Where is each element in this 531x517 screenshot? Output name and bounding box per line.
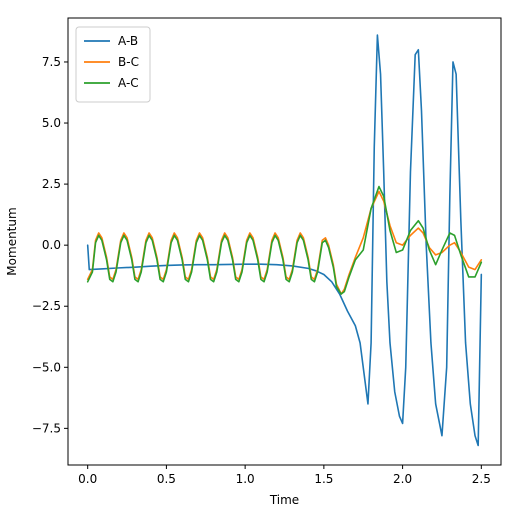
x-axis-ticks: 0.0 0.5 1.0 1.5 2.0 2.5: [78, 465, 491, 486]
y-tick-label: −5.0: [32, 360, 61, 374]
y-tick-label: 2.5: [42, 177, 61, 191]
x-axis-label: Time: [269, 493, 299, 507]
legend-entry-label: A-C: [118, 76, 139, 90]
x-tick-label: 0.0: [78, 472, 97, 486]
legend-entry-label: A-B: [118, 34, 138, 48]
legend-entry-label: B-C: [118, 55, 139, 69]
y-tick-label: −7.5: [32, 421, 61, 435]
x-tick-label: 2.5: [472, 472, 491, 486]
series-line-a-b: [86, 34, 483, 447]
y-tick-label: 7.5: [42, 55, 61, 69]
legend: A-B B-C A-C: [75, 26, 151, 103]
series-line-a-c: [86, 185, 483, 295]
plot-frame: [67, 17, 502, 466]
x-tick-label: 1.0: [236, 472, 255, 486]
y-axis-ticks: −7.5 −5.0 −2.5 0.0 2.5 5.0 7.5: [32, 55, 68, 435]
x-tick-label: 1.5: [314, 472, 333, 486]
y-tick-label: 0.0: [42, 238, 61, 252]
y-axis-label: Momentum: [5, 207, 19, 275]
x-tick-label: 2.0: [393, 472, 412, 486]
x-tick-label: 0.5: [157, 472, 176, 486]
y-tick-label: −2.5: [32, 299, 61, 313]
y-tick-label: 5.0: [42, 116, 61, 130]
series-layer: [86, 34, 483, 447]
